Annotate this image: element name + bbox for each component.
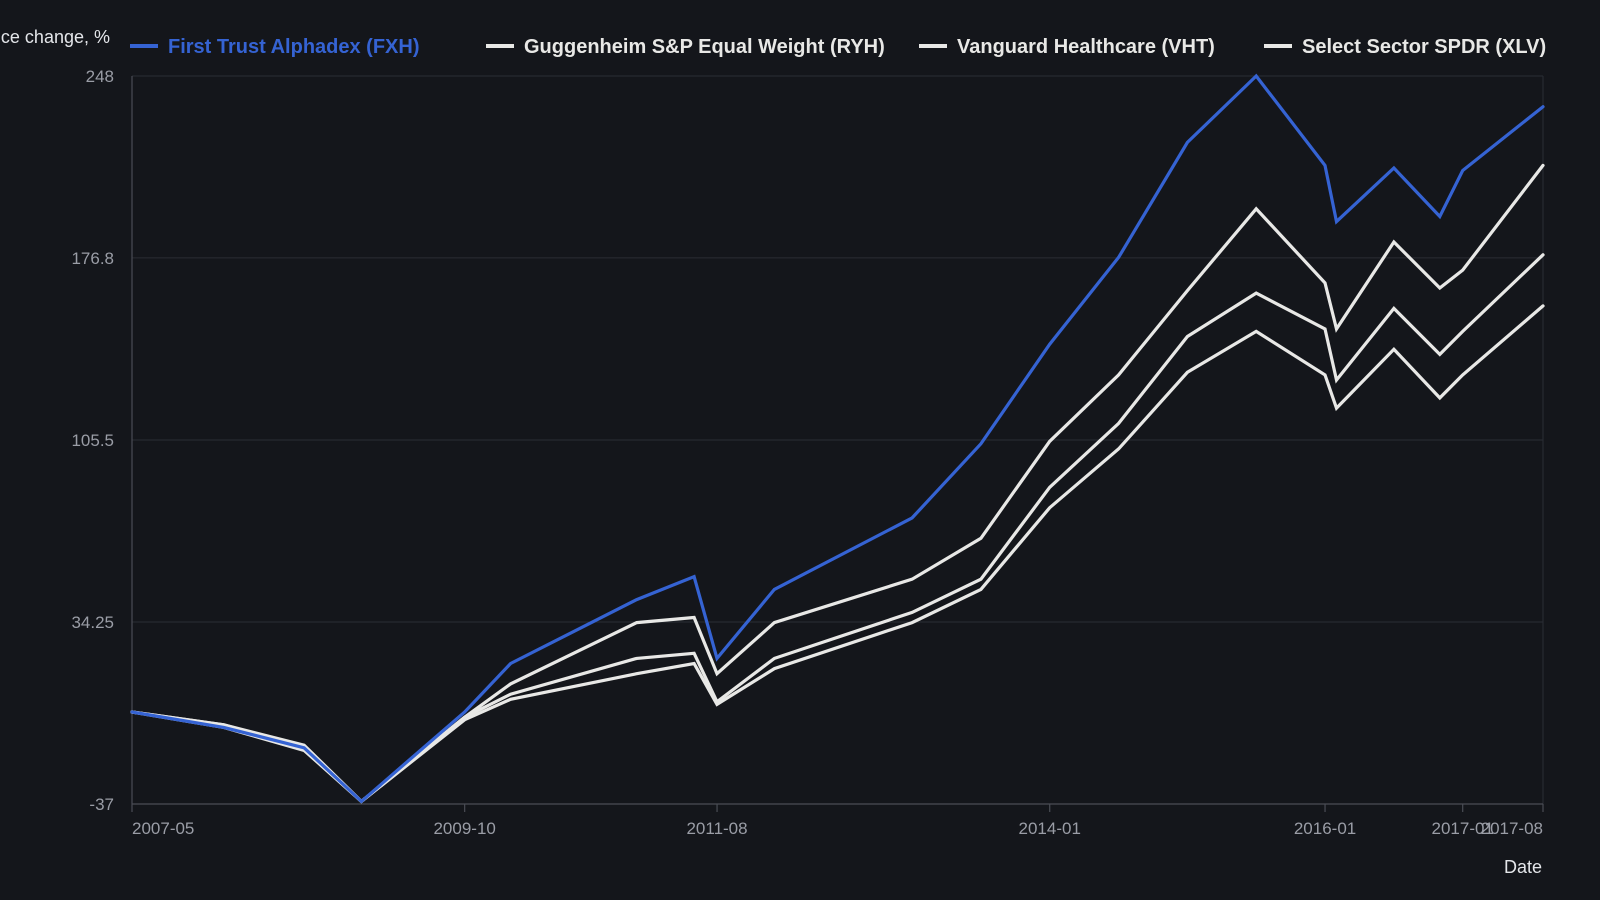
x-tick-label: 2017-01	[1432, 819, 1494, 838]
y-tick-label: 34.25	[71, 613, 114, 632]
grid-lines	[132, 75, 1543, 805]
legend-label: First Trust Alphadex (FXH)	[168, 36, 420, 58]
legend-item-1[interactable]: First Trust Alphadex (FXH)	[130, 36, 420, 58]
series-line-3	[130, 253, 1545, 804]
x-tick-label: 2016-01	[1294, 819, 1356, 838]
series-line-1	[130, 73, 1545, 804]
x-tick-label: 2009-10	[433, 819, 495, 838]
legend-label: Vanguard Healthcare (VHT)	[957, 36, 1215, 58]
legend-item-3[interactable]: Vanguard Healthcare (VHT)	[919, 36, 1215, 58]
y-tick-label: 176.8	[71, 249, 114, 268]
x-tick-label: 2007-05	[132, 819, 194, 838]
legend-label: Guggenheim S&P Equal Weight (RYH)	[524, 36, 885, 58]
series-lines	[130, 73, 1545, 804]
x-tick-label: 2011-08	[686, 819, 747, 838]
series-line-4	[130, 304, 1545, 804]
x-axis-title: Date	[1504, 857, 1542, 877]
y-tick-label: 248	[86, 67, 114, 86]
axes: 248 176.8 105.5 34.25 -37 2007-05 2009-10 2011-…	[71, 67, 1544, 838]
y-tick-label: 105.5	[71, 431, 114, 450]
x-tick-label: 2014-01	[1019, 819, 1081, 838]
y-axis-title: Price change, %	[0, 27, 110, 47]
legend: First Trust Alphadex (FXH) Guggenheim S&P…	[130, 36, 1546, 58]
legend-label: Select Sector SPDR (XLV)	[1302, 36, 1546, 58]
y-tick-label: -37	[89, 795, 114, 814]
legend-item-2[interactable]: Guggenheim S&P Equal Weight (RYH)	[486, 36, 885, 58]
x-tick-label: 2017-08	[1481, 819, 1543, 838]
series-line-2	[130, 163, 1545, 804]
legend-item-4[interactable]: Select Sector SPDR (XLV)	[1264, 36, 1546, 58]
